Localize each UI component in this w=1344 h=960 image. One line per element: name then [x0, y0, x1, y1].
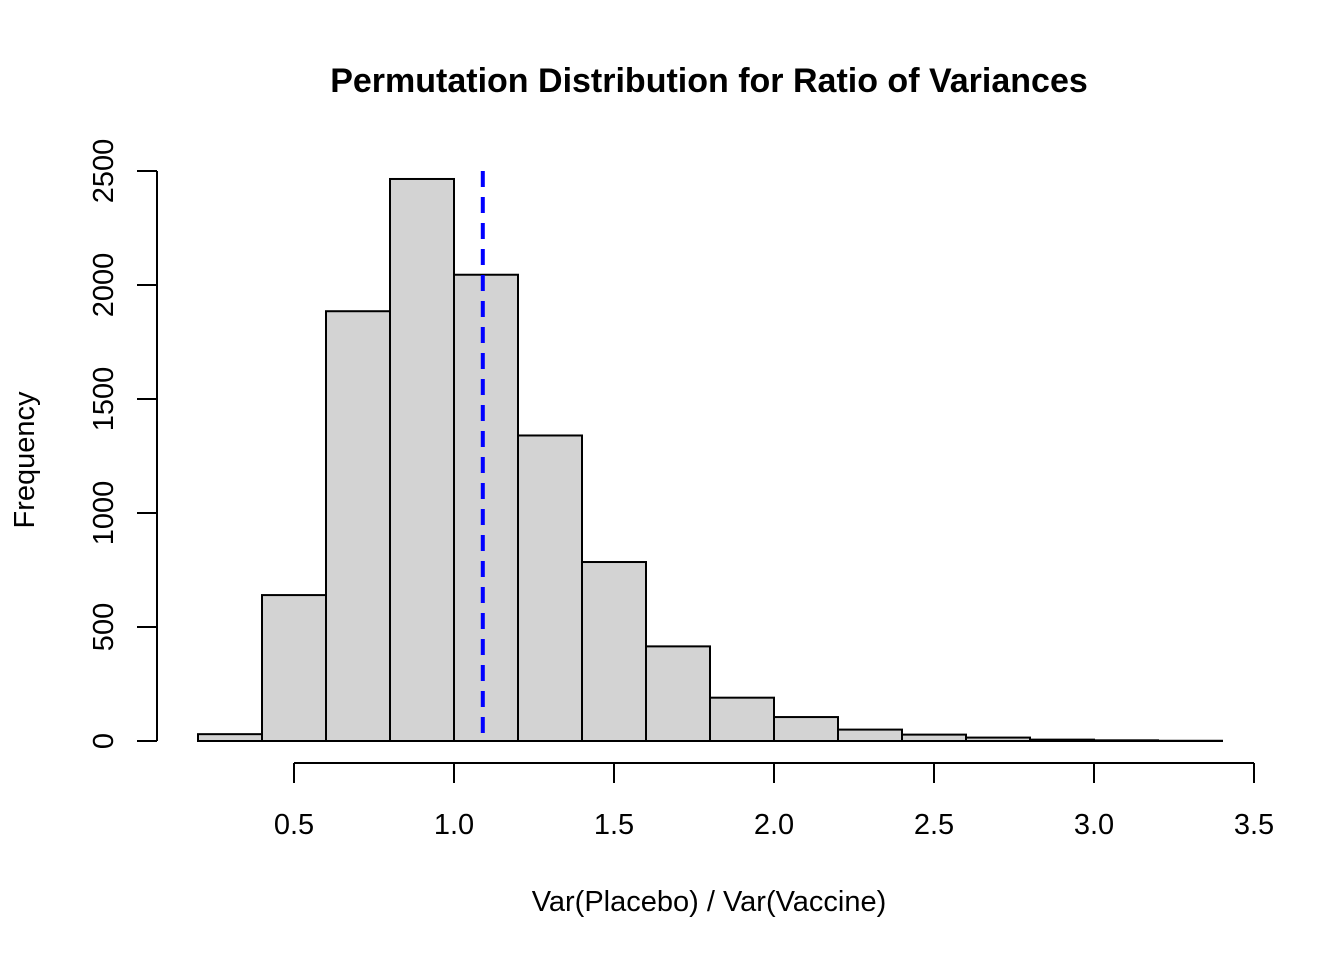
histogram-bar [517, 434, 583, 742]
histogram-bar [773, 716, 839, 742]
histogram-bar [709, 696, 775, 742]
histogram-bar [1029, 738, 1095, 743]
histogram-bar [901, 733, 967, 743]
bars-group [197, 177, 1223, 743]
y-tick-label: 2000 [88, 253, 120, 318]
histogram-bar [837, 728, 903, 742]
histogram-bar [389, 177, 455, 743]
x-tick-label: 2.0 [754, 809, 794, 841]
histogram-bar [1093, 739, 1159, 742]
histogram-bar [325, 310, 391, 742]
y-tick-label: 1000 [88, 481, 120, 546]
histogram-bar [197, 733, 263, 742]
x-tick-label: 3.0 [1074, 809, 1114, 841]
x-axis-label: Var(Placebo) / Var(Vaccine) [532, 886, 887, 918]
histogram-bar [453, 273, 519, 742]
y-axis: 0 500 1000 1500 2000 2500 [88, 139, 158, 749]
chart-title: Permutation Distribution for Ratio of Va… [330, 62, 1088, 100]
histogram-bar [965, 736, 1031, 743]
x-tick-label: 3.5 [1234, 809, 1274, 841]
y-tick-label: 2500 [88, 139, 120, 204]
y-tick-label: 1500 [88, 367, 120, 432]
x-tick-label: 2.5 [914, 809, 954, 841]
histogram-bar [645, 645, 711, 743]
x-tick-label: 1.0 [434, 809, 474, 841]
y-tick-label: 0 [88, 733, 120, 749]
x-tick-label: 0.5 [274, 809, 314, 841]
x-tick-label: 1.5 [594, 809, 634, 841]
y-tick-label: 500 [88, 603, 120, 651]
histogram-bar [261, 594, 327, 743]
histogram-bar [581, 561, 647, 743]
x-axis: 0.5 1.0 1.5 2.0 2.5 3.0 3.5 [274, 762, 1274, 841]
y-axis-label: Frequency [9, 391, 41, 529]
